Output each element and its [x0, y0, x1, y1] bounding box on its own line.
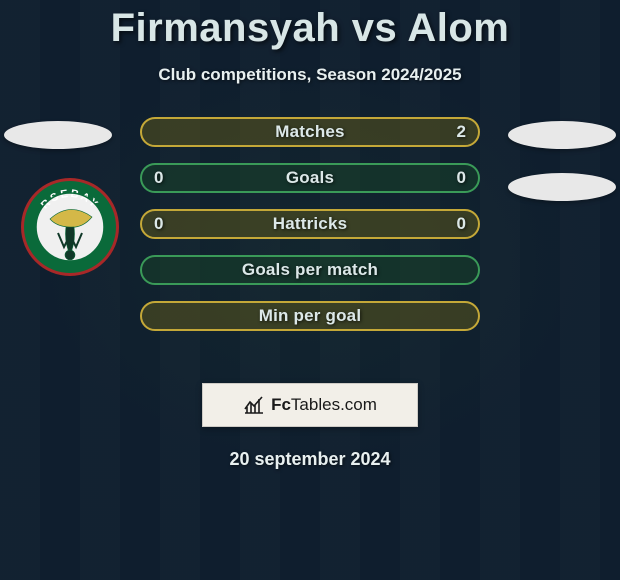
page-title: Firmansyah vs Alom: [0, 0, 620, 51]
stat-pill: 0 Hattricks 0: [140, 209, 480, 239]
stat-label: Goals per match: [242, 260, 378, 280]
stat-value-right: 0: [457, 211, 466, 237]
stat-label: Goals: [286, 168, 334, 188]
stat-label: Hattricks: [273, 214, 348, 234]
brand-text: FcTables.com: [271, 395, 377, 415]
subtitle: Club competitions, Season 2024/2025: [0, 65, 620, 85]
stat-pill: Matches 2: [140, 117, 480, 147]
stat-pill: 0 Goals 0: [140, 163, 480, 193]
stat-value-right: 2: [457, 119, 466, 145]
stat-pill: Goals per match: [140, 255, 480, 285]
player-left-placeholder: [4, 121, 112, 149]
comparison-stage: RSEBAY Matches 2 0 Goals 0 0 Hattricks 0 Goals p…: [0, 117, 620, 377]
stat-label: Min per goal: [259, 306, 362, 326]
stat-value-left: 0: [154, 165, 163, 191]
player-right-placeholder-2: [508, 173, 616, 201]
club-badge: RSEBAY: [20, 177, 120, 277]
player-right-placeholder-1: [508, 121, 616, 149]
stat-pill-list: Matches 2 0 Goals 0 0 Hattricks 0 Goals per matc…: [140, 117, 480, 347]
stat-label: Matches: [275, 122, 344, 142]
stat-value-left: 0: [154, 211, 163, 237]
brand-box: FcTables.com: [202, 383, 418, 427]
date-text: 20 september 2024: [0, 449, 620, 470]
stat-value-right: 0: [457, 165, 466, 191]
chart-icon: [243, 395, 265, 415]
stat-pill: Min per goal: [140, 301, 480, 331]
